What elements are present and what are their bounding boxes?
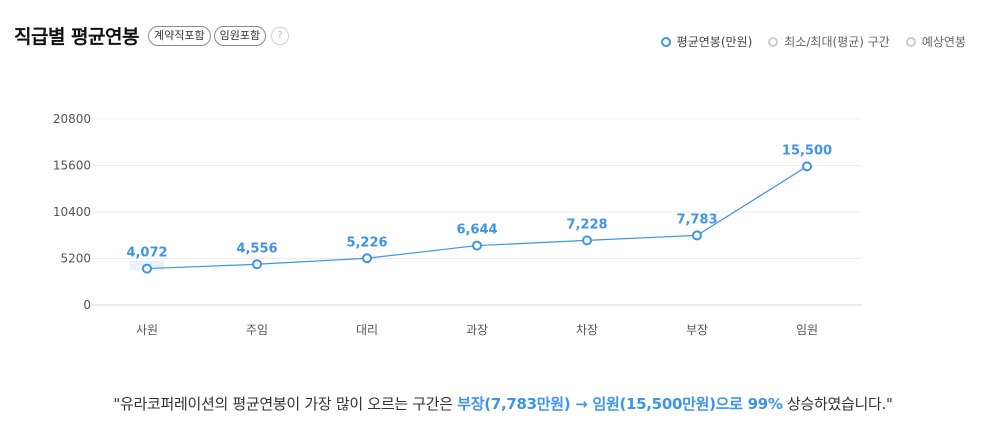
data-label: 6,644: [456, 223, 497, 238]
data-label: 15,500: [782, 143, 832, 158]
legend-item-expected-salary[interactable]: 예상연봉: [905, 33, 966, 50]
y-tick-label: 5200: [60, 252, 91, 266]
data-point: [582, 235, 592, 246]
x-tick-label: 과장: [466, 323, 488, 337]
y-tick-label: 15600: [53, 159, 91, 173]
data-label: 4,072: [126, 246, 167, 261]
legend-item-min-max-range[interactable]: 최소/최대(평균) 구간: [768, 33, 890, 50]
x-tick-label: 차장: [576, 323, 598, 337]
salary-line-chart: 0 5200 10400 15600 20800 사원 주임 대리 과장 차장 부장 임원 4,072 4…: [53, 112, 862, 337]
data-label: 7,228: [566, 217, 607, 232]
summary-highlight: 부장(7,783만원) → 임원(15,500만원)으로 99%: [457, 395, 783, 413]
data-point: [362, 253, 372, 264]
legend-label: 최소/최대(평균) 구간: [784, 35, 890, 49]
badge-executive-included[interactable]: 임원포함: [213, 25, 267, 46]
x-tick-label: 부장: [686, 323, 708, 337]
chart-legend: 평균연봉(만원) 최소/최대(평균) 구간 예상연봉: [645, 33, 966, 50]
legend-item-average-salary[interactable]: 평균연봉(만원): [660, 33, 753, 50]
data-label: 4,556: [236, 241, 277, 256]
data-point: [692, 230, 702, 241]
x-tick-label: 대리: [356, 323, 378, 337]
data-point: [472, 240, 482, 251]
summary-prefix: "유라코퍼레이션의 평균연봉이 가장 많이 오르는 구간은: [113, 395, 458, 413]
summary-text: "유라코퍼레이션의 평균연봉이 가장 많이 오르는 구간은 부장(7,783만원…: [0, 393, 1006, 414]
data-point: [252, 259, 262, 270]
data-label: 5,226: [346, 235, 387, 250]
legend-dot-icon: [905, 36, 916, 47]
y-tick-label: 0: [83, 298, 91, 312]
legend-label: 예상연봉: [921, 35, 966, 49]
summary-suffix: 상승하였습니다.": [782, 395, 893, 413]
data-label: 7,783: [676, 212, 717, 227]
chart-header: 직급별 평균연봉 계약직포함 임원포함 ?: [14, 22, 290, 49]
legend-dot-icon: [660, 36, 671, 47]
help-icon[interactable]: ?: [271, 26, 290, 45]
y-tick-label: 10400: [53, 205, 91, 219]
data-point: [142, 263, 152, 274]
data-point: [802, 161, 812, 172]
y-tick-label: 20800: [53, 112, 91, 126]
legend-dot-icon: [768, 36, 779, 47]
badge-contract-included[interactable]: 계약직포함: [147, 25, 211, 46]
x-tick-label: 사원: [136, 323, 158, 337]
x-tick-label: 주임: [246, 323, 268, 337]
legend-label: 평균연봉(만원): [676, 35, 753, 49]
x-tick-label: 임원: [796, 323, 818, 337]
chart-title: 직급별 평균연봉: [14, 26, 139, 48]
